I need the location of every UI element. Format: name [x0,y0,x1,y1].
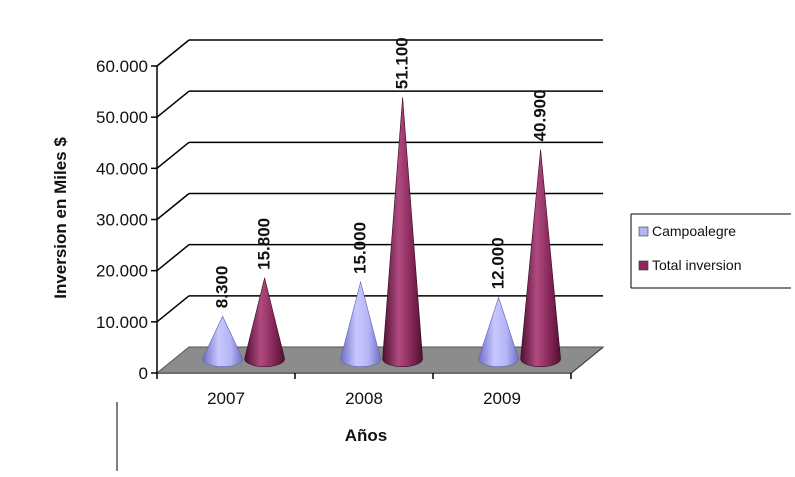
gridline-side [156,295,190,323]
y-tick-label: 30.000 [96,211,148,230]
gridline-side [156,90,190,118]
data-label: 51.100 [393,37,412,89]
data-label: 40.900 [531,89,550,141]
legend-label: Campoalegre [652,223,736,239]
y-axis-ticks: 0 10.000 20.000 30.000 40.000 50.000 60.000 [96,57,157,383]
cone: 51.100 [382,37,423,367]
x-tick-label: 2008 [345,389,383,408]
cone-body [520,149,561,367]
cone-body [478,296,519,367]
y-tick-label: 50.000 [96,108,148,127]
y-tick-label: 20.000 [96,262,148,281]
y-tick-label: 40.000 [96,159,148,178]
data-label: 15.800 [255,218,274,270]
data-label: 8.300 [213,266,232,309]
cone-body [382,97,423,367]
gridline-side [156,141,190,169]
x-axis-title: Años [345,426,388,445]
cone-body [244,277,285,367]
legend-swatch [638,260,649,271]
cone: 40.900 [520,89,561,367]
x-tick-label: 2007 [207,389,245,408]
legend-swatch [638,226,649,237]
legend-box [631,214,791,288]
gridline-side [156,39,190,67]
cone-body [202,315,243,367]
y-tick-label: 0 [139,364,148,383]
gridline-side [156,192,190,221]
x-tick-label: 2009 [483,389,521,408]
cone: 8.300 [202,266,243,367]
data-label: 15.000 [351,222,370,274]
y-axis-title: Inversion en Miles $ [51,137,70,299]
cone: 15.800 [244,218,285,367]
gridline-side [156,244,190,272]
legend: Campoalegre Total inversion [630,213,791,289]
cone-body [340,280,381,367]
cone: 12.000 [478,237,519,367]
cone: 15.000 [340,222,381,367]
y-tick-label: 10.000 [96,313,148,332]
cones: 8.300 15.000 12.000 15.800 51.100 40.900 [202,37,561,367]
x-axis-ticks: 2007 2008 2009 [156,373,572,408]
legend-label: Total inversion [652,257,742,273]
data-label: 12.000 [489,237,508,289]
y-tick-label: 60.000 [96,57,148,76]
